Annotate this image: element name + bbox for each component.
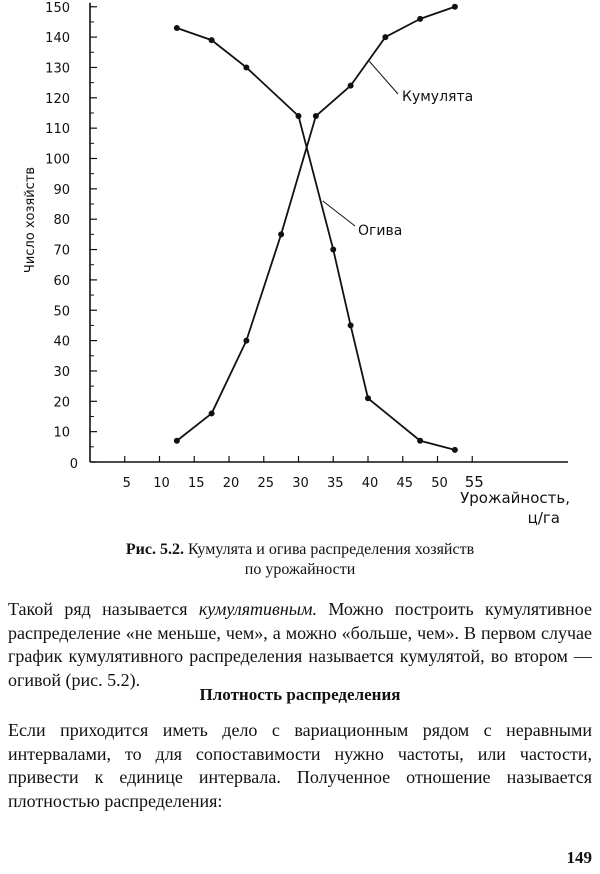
x-tick-label: 10	[153, 476, 170, 491]
x-tick-label: 15	[188, 476, 205, 491]
x-tick-label: 35	[327, 476, 344, 491]
y-tick-label: 20	[53, 395, 70, 410]
x-tick-label: 5	[123, 476, 131, 491]
figure-caption: Рис. 5.2. Кумулята и огива распределения…	[40, 540, 560, 580]
y-tick-label: 30	[53, 365, 70, 380]
chart-axes	[89, 2, 568, 463]
series-annotations: Кумулята Огива	[322, 61, 473, 239]
paragraph-cumulative: Такой ряд называется кумулятивным. Можно…	[8, 598, 592, 692]
data-point	[208, 37, 215, 44]
y-tick-label: 90	[53, 183, 70, 198]
page-number: 149	[566, 848, 593, 867]
data-point	[243, 64, 250, 71]
annotation-label-2: Огива	[358, 223, 402, 239]
y-tick-label: 150	[45, 1, 70, 16]
data-point	[347, 322, 354, 329]
y-tick-label: 0	[70, 457, 78, 472]
x-tick-label: 50	[431, 476, 448, 491]
paragraph-density: Если приходится иметь дело с вариационны…	[8, 720, 592, 811]
data-point	[312, 113, 319, 120]
x-axis-label-line1: Урожайность,	[460, 489, 570, 507]
data-point	[417, 15, 424, 22]
caption-line-2: по урожайности	[244, 561, 356, 578]
data-point	[243, 337, 250, 344]
x-tick-label: 45	[396, 476, 413, 491]
data-point	[417, 437, 424, 444]
series-line-1	[176, 5, 456, 442]
data-point	[451, 446, 458, 453]
term-cumulative: кумулятивным.	[198, 599, 317, 619]
x-tick-label: 25	[257, 476, 274, 491]
data-point	[295, 113, 302, 120]
x-tick-label: 55	[465, 473, 484, 491]
y-tick-label: 110	[45, 122, 70, 137]
annotation-label-1: Кумулята	[402, 89, 473, 105]
y-tick-label: 80	[53, 213, 70, 228]
data-point	[278, 231, 285, 238]
figure-label: Рис. 5.2.	[125, 541, 184, 558]
data-point	[365, 395, 371, 402]
y-axis-label: Число хозяйств	[23, 167, 38, 273]
y-tick-label: 140	[45, 31, 70, 46]
x-tick-label: 30	[292, 476, 309, 491]
data-point	[451, 3, 458, 10]
paragraph1-start: Такой ряд называется	[8, 599, 199, 619]
data-point	[173, 24, 180, 31]
y-tick-label: 70	[53, 244, 70, 259]
y-tick-label: 50	[53, 304, 70, 319]
series-points	[173, 3, 458, 453]
y-tick-label: 130	[45, 61, 70, 76]
caption-line-1: Кумулята и огива распределения хозяйств	[187, 541, 475, 558]
x-axis-ticks: 5 10 15 20 25 30 35 40 45 50 55	[123, 456, 484, 491]
data-point	[330, 246, 337, 253]
x-tick-label: 40	[362, 476, 379, 491]
data-point	[173, 437, 180, 444]
y-tick-label: 60	[53, 274, 70, 289]
series-lines	[176, 5, 456, 451]
data-point	[208, 410, 215, 417]
y-axis-ticks: 0 10 20 30 40 50 60 70 80 90 100 110 120 130 140 150	[45, 1, 97, 472]
y-tick-label: 100	[45, 153, 70, 168]
x-axis-label-line2: ц/га	[528, 509, 560, 527]
section-heading: Плотность распределения	[199, 685, 401, 704]
data-point	[382, 34, 389, 41]
annotation-leader-1	[369, 61, 399, 95]
annotation-leader-2	[322, 200, 356, 227]
paragraph1-rest: Можно построить кумулятивное распределен…	[8, 599, 593, 690]
cumulative-chart: 0 10 20 30 40 50 60 70 80 90 100 110 120 130 140 150 5 1…	[23, 1, 570, 527]
y-tick-label: 40	[53, 335, 70, 350]
x-tick-label: 20	[223, 476, 240, 491]
data-point	[347, 82, 354, 89]
y-tick-label: 10	[53, 426, 70, 441]
y-tick-label: 120	[45, 92, 70, 107]
